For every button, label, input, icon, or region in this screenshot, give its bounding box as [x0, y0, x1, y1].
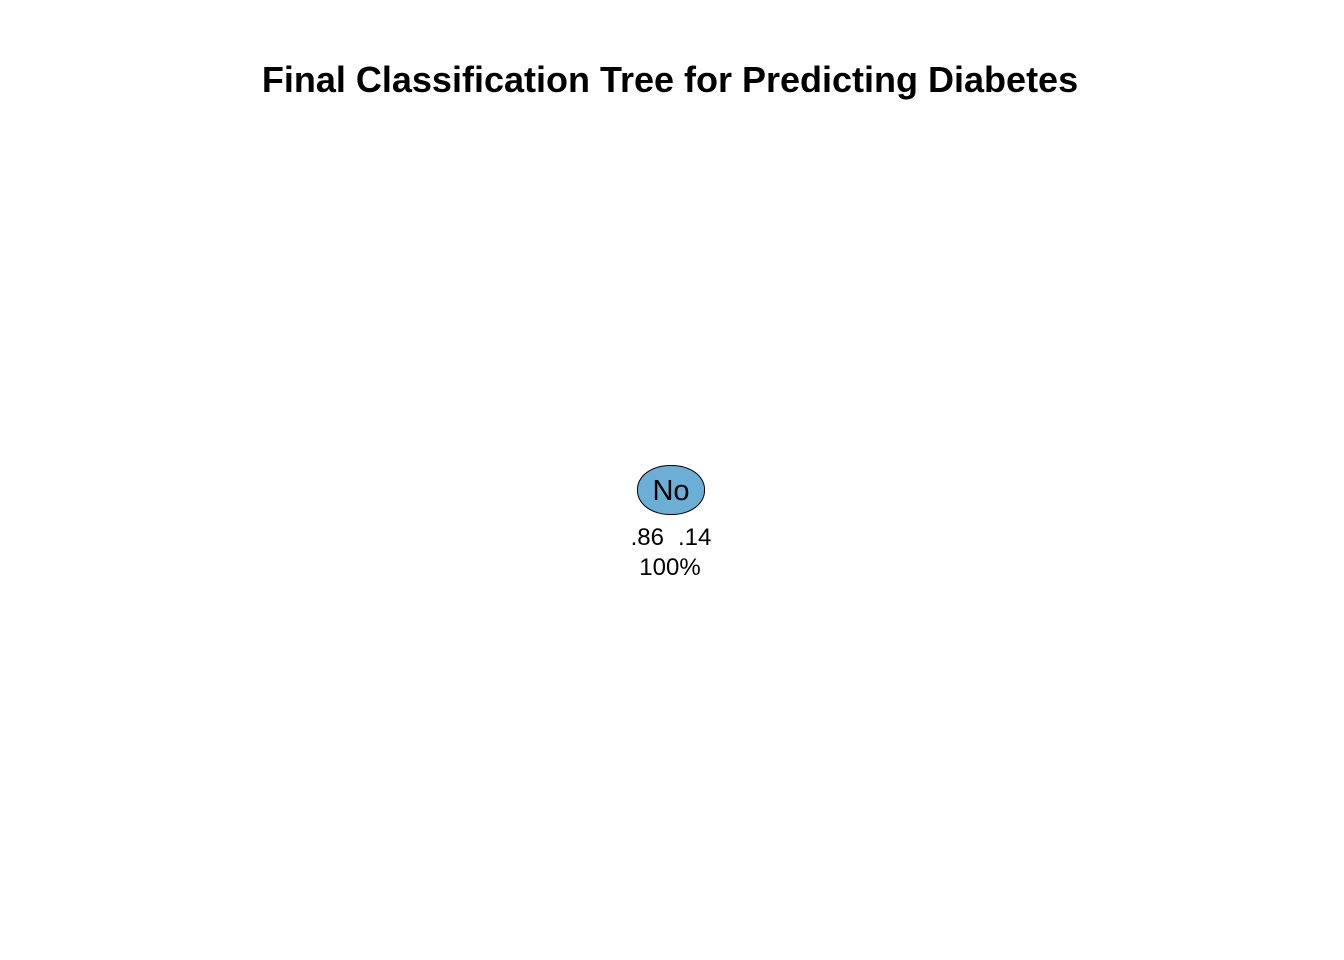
root-node-percent: 100% — [639, 554, 701, 581]
chart-title: Final Classification Tree for Predicting… — [261, 59, 1079, 100]
prob-class-no: .86 — [630, 524, 664, 551]
root-node-label: No — [652, 475, 690, 507]
prob-class-yes: .14 — [678, 524, 712, 551]
root-node-probabilities: .86 .14 — [620, 524, 722, 552]
root-node: No — [637, 465, 705, 515]
